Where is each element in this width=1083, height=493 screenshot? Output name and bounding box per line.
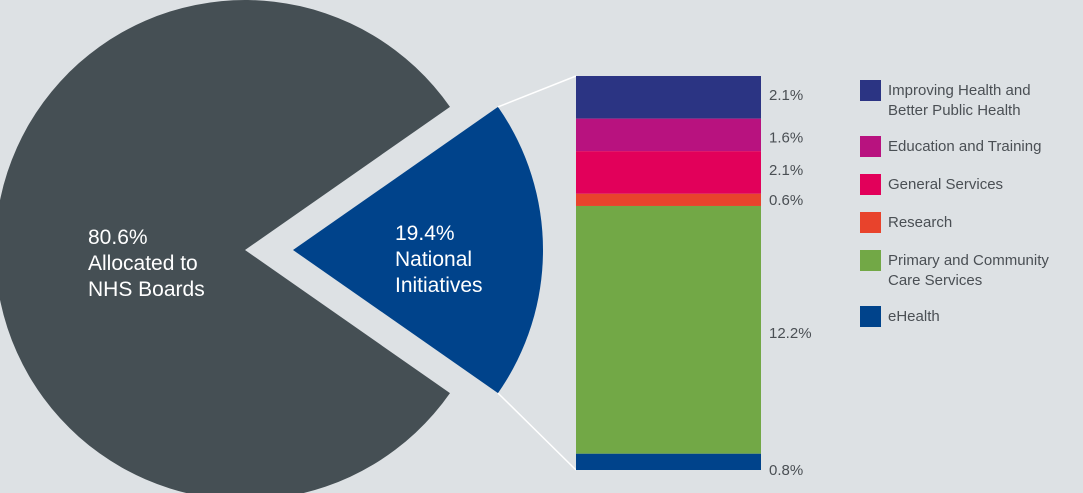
value-label-improving-health-and-better-public-health: 2.1% [769,87,803,104]
stack-value-labels: 2.1% 1.6% 2.1% 0.6% 12.2% 0.8% [769,87,812,479]
legend-swatch [860,174,881,195]
connector-line-bottom [497,392,577,471]
stack-segment-general-services [576,151,761,194]
legend-swatch [860,306,881,327]
legend-item-ehealth: eHealth [860,306,940,327]
legend-item-primary-and-community-care-services: Primary and Community Care Services [860,250,1049,289]
value-label-education-and-training: 1.6% [769,130,803,147]
legend-label: Education and Training [888,138,1041,155]
stacked-bar [576,76,761,470]
legend-label: Primary and Community Care Services [888,252,1049,289]
value-label-ehealth: 0.8% [769,462,803,479]
legend-swatch [860,136,881,157]
legend-item-education-and-training: Education and Training [860,136,1041,157]
legend-item-general-services: General Services [860,174,1003,195]
legend-item-research: Research [860,212,952,233]
stack-segment-primary-and-community-care-services [576,205,761,454]
legend: Improving Health and Better Public Health… [860,80,1049,327]
legend-swatch [860,80,881,101]
pie-slice-national-initiatives [293,106,544,394]
pie-layer: 80.6% Allocated to NHS Boards 19.4% National… [0,0,544,493]
legend-swatch [860,212,881,233]
pie-label-national-initiatives: 19.4% National Initiatives [395,222,483,297]
pie-slice-allocated-to-nhs-boards [0,0,450,493]
value-label-general-services: 2.1% [769,162,803,179]
legend-swatch [860,250,881,271]
pie-label-allocated-to-nhs-boards: 80.6% Allocated to NHS Boards [88,226,205,301]
connector-line-top [497,75,577,108]
legend-label: Research [888,214,952,231]
legend-item-improving-health-and-better-public-health: Improving Health and Better Public Health [860,80,1031,119]
stack-segment-improving-health-and-better-public-health [576,76,761,119]
stack-segment-ehealth [576,453,761,470]
stack-segment-research [576,193,761,206]
connector-lines [497,75,577,471]
stack-segment-education-and-training [576,118,761,152]
legend-label: eHealth [888,308,940,325]
value-label-research: 0.6% [769,192,803,209]
legend-label: General Services [888,176,1003,193]
value-label-primary-and-community-care-services: 12.2% [769,325,812,342]
legend-label: Improving Health and Better Public Health [888,82,1031,119]
